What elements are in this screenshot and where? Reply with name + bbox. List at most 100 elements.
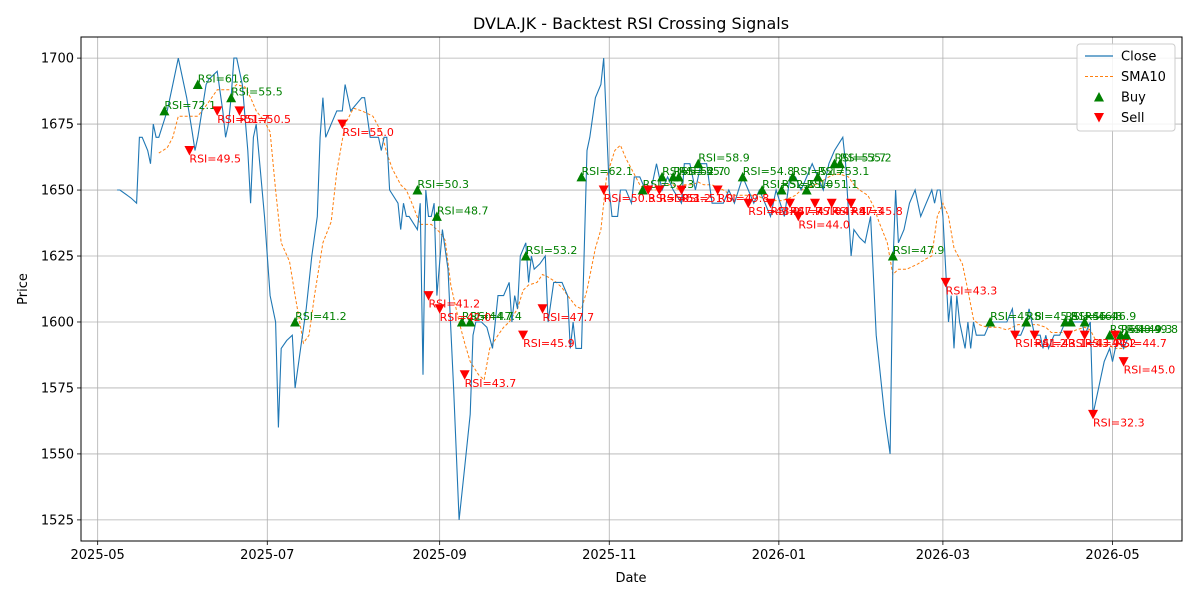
buy-signal-label: RSI=53.2 — [526, 244, 578, 257]
plot-frame — [80, 36, 1183, 542]
sell-signal-marker — [846, 198, 857, 209]
legend-label: Close — [1121, 50, 1156, 65]
sell-signal-label: RSI=41.2 — [1015, 337, 1067, 350]
sell-signal-label: RSI=55.0 — [342, 126, 394, 139]
buy-signal-marker — [1065, 316, 1076, 327]
buy-signal-label: RSI=55.2 — [840, 152, 892, 165]
buy-signal-label: RSI=47.4 — [470, 310, 522, 323]
sell-signal-label: RSI=48.9 — [748, 205, 800, 218]
sell-signal-label: RSI=42.0 — [440, 311, 492, 324]
buy-signal-marker — [456, 316, 467, 327]
buy-signal-label: RSI=55.0 — [679, 165, 731, 178]
buy-signal-marker — [465, 316, 476, 327]
buy-signal-label: RSI=41.2 — [295, 310, 347, 323]
buy-signal-label: RSI=52.7 — [673, 165, 725, 178]
legend-sell-swatch — [1094, 113, 1104, 123]
x-tick-label: 2026-05 — [1085, 548, 1139, 563]
buy-signal-label: RSI=49.3 — [1121, 323, 1173, 336]
buy-signal-label: RSI=48.9 — [1110, 323, 1162, 336]
buy-signal-marker — [576, 171, 587, 182]
sell-signal-label: RSI=44.0 — [798, 218, 850, 231]
y-tick-label: 1650 — [41, 184, 74, 199]
x-tick-label: 2025-05 — [71, 548, 125, 563]
sell-signal-marker — [1110, 330, 1121, 341]
sell-signal-marker — [537, 304, 548, 314]
legend-label: SMA10 — [1121, 70, 1166, 85]
buy-signal-label: RSI=62.1 — [581, 165, 633, 178]
close-line — [117, 57, 1130, 520]
sell-signal-marker — [212, 106, 223, 116]
sell-signal-marker — [743, 198, 754, 209]
y-tick-label: 1625 — [41, 250, 74, 265]
buy-signal-marker — [985, 316, 996, 327]
buy-signal-marker — [657, 171, 668, 182]
buy-signal-label: RSI=45.8 — [990, 310, 1042, 323]
y-tick-label: 1550 — [41, 447, 74, 462]
sell-signal-label: RSI=50.3 — [604, 192, 656, 205]
sell-signal-label: RSI=50.3 — [648, 192, 700, 205]
buy-signal-label: RSI=50.3 — [417, 178, 469, 191]
sell-signal-label: RSI=47.0 — [790, 205, 842, 218]
buy-signal-marker — [1079, 316, 1090, 327]
sell-signal-label: RSI=47.4 — [815, 205, 867, 218]
y-tick-label: 1675 — [41, 118, 74, 133]
sell-signal-marker — [598, 185, 609, 196]
buy-signal-label: RSI=61.6 — [198, 72, 250, 85]
x-tick-label: 2026-03 — [916, 548, 970, 563]
chart-title: DVLA.JK - Backtest RSI Crossing Signals — [473, 14, 789, 33]
buy-signal-marker — [290, 316, 301, 327]
sell-signal-label: RSI=51.0 — [682, 192, 734, 205]
x-tick-label: 2025-11 — [582, 548, 636, 563]
buy-signal-marker — [673, 171, 684, 182]
sell-signal-label: RSI=45.9 — [523, 337, 575, 350]
sell-signal-label: RSI=41.2 — [429, 298, 481, 311]
sell-signal-label: RSI=43.3 — [946, 284, 998, 297]
axis-ticks: 2025-05 2025-07 2025-09 2025-11 2026-01 2026-… — [41, 52, 1140, 563]
buy-signal-marker — [1021, 316, 1032, 327]
sell-signal-marker — [1029, 330, 1040, 341]
buy-signal-label: RSI=46.9 — [1085, 310, 1137, 323]
buy-signal-marker — [226, 92, 237, 103]
sell-signal-marker — [712, 185, 723, 196]
sell-signal-label: RSI=47.3 — [832, 205, 884, 218]
sell-signal-label: RSI=47.7 — [543, 311, 595, 324]
x-tick-label: 2025-09 — [412, 548, 466, 563]
sell-signal-marker — [459, 370, 470, 380]
y-tick-label: 1700 — [41, 52, 74, 67]
sell-signal-marker — [654, 185, 665, 196]
x-tick-label: 2026-01 — [752, 548, 806, 563]
legend-buy-swatch — [1094, 92, 1104, 102]
sell-signal-marker — [1118, 357, 1129, 367]
sell-signal-label: RSI=47.7 — [771, 205, 823, 218]
sell-signal-marker — [826, 198, 837, 209]
sell-signal-marker — [337, 119, 348, 130]
sell-signal-marker — [423, 291, 434, 301]
legend-label: Sell — [1121, 111, 1144, 126]
sell-signal-marker — [518, 330, 529, 341]
buy-signal-marker — [887, 251, 898, 261]
sell-signal-marker — [793, 211, 804, 222]
sell-signal-marker — [1010, 330, 1021, 341]
buy-signal-label: RSI=47.9 — [893, 244, 945, 257]
x-tick-label: 2025-07 — [240, 548, 294, 563]
x-axis-label: Date — [615, 571, 646, 586]
buy-signal-marker — [637, 185, 648, 195]
buy-signal-marker — [835, 158, 846, 169]
buy-signal-label: RSI=48.7 — [437, 204, 489, 217]
buy-signal-label: RSI=58.9 — [698, 152, 750, 165]
buy-signal-marker — [787, 171, 798, 182]
sell-signal-label: RSI=49.8 — [718, 192, 770, 205]
sell-signal-marker — [810, 198, 820, 209]
sell-signal-marker — [940, 277, 951, 288]
sell-signal-marker — [676, 185, 687, 196]
grid-lines — [81, 37, 1182, 541]
buy-signal-marker — [801, 185, 812, 195]
sell-signal-marker — [784, 198, 795, 209]
buy-signal-marker — [693, 158, 704, 169]
buy-signal-marker — [1121, 330, 1132, 340]
y-axis-label: Price — [16, 273, 31, 305]
buy-signal-marker — [1104, 330, 1115, 340]
sell-signal-label: RSI=32.3 — [1093, 416, 1145, 429]
